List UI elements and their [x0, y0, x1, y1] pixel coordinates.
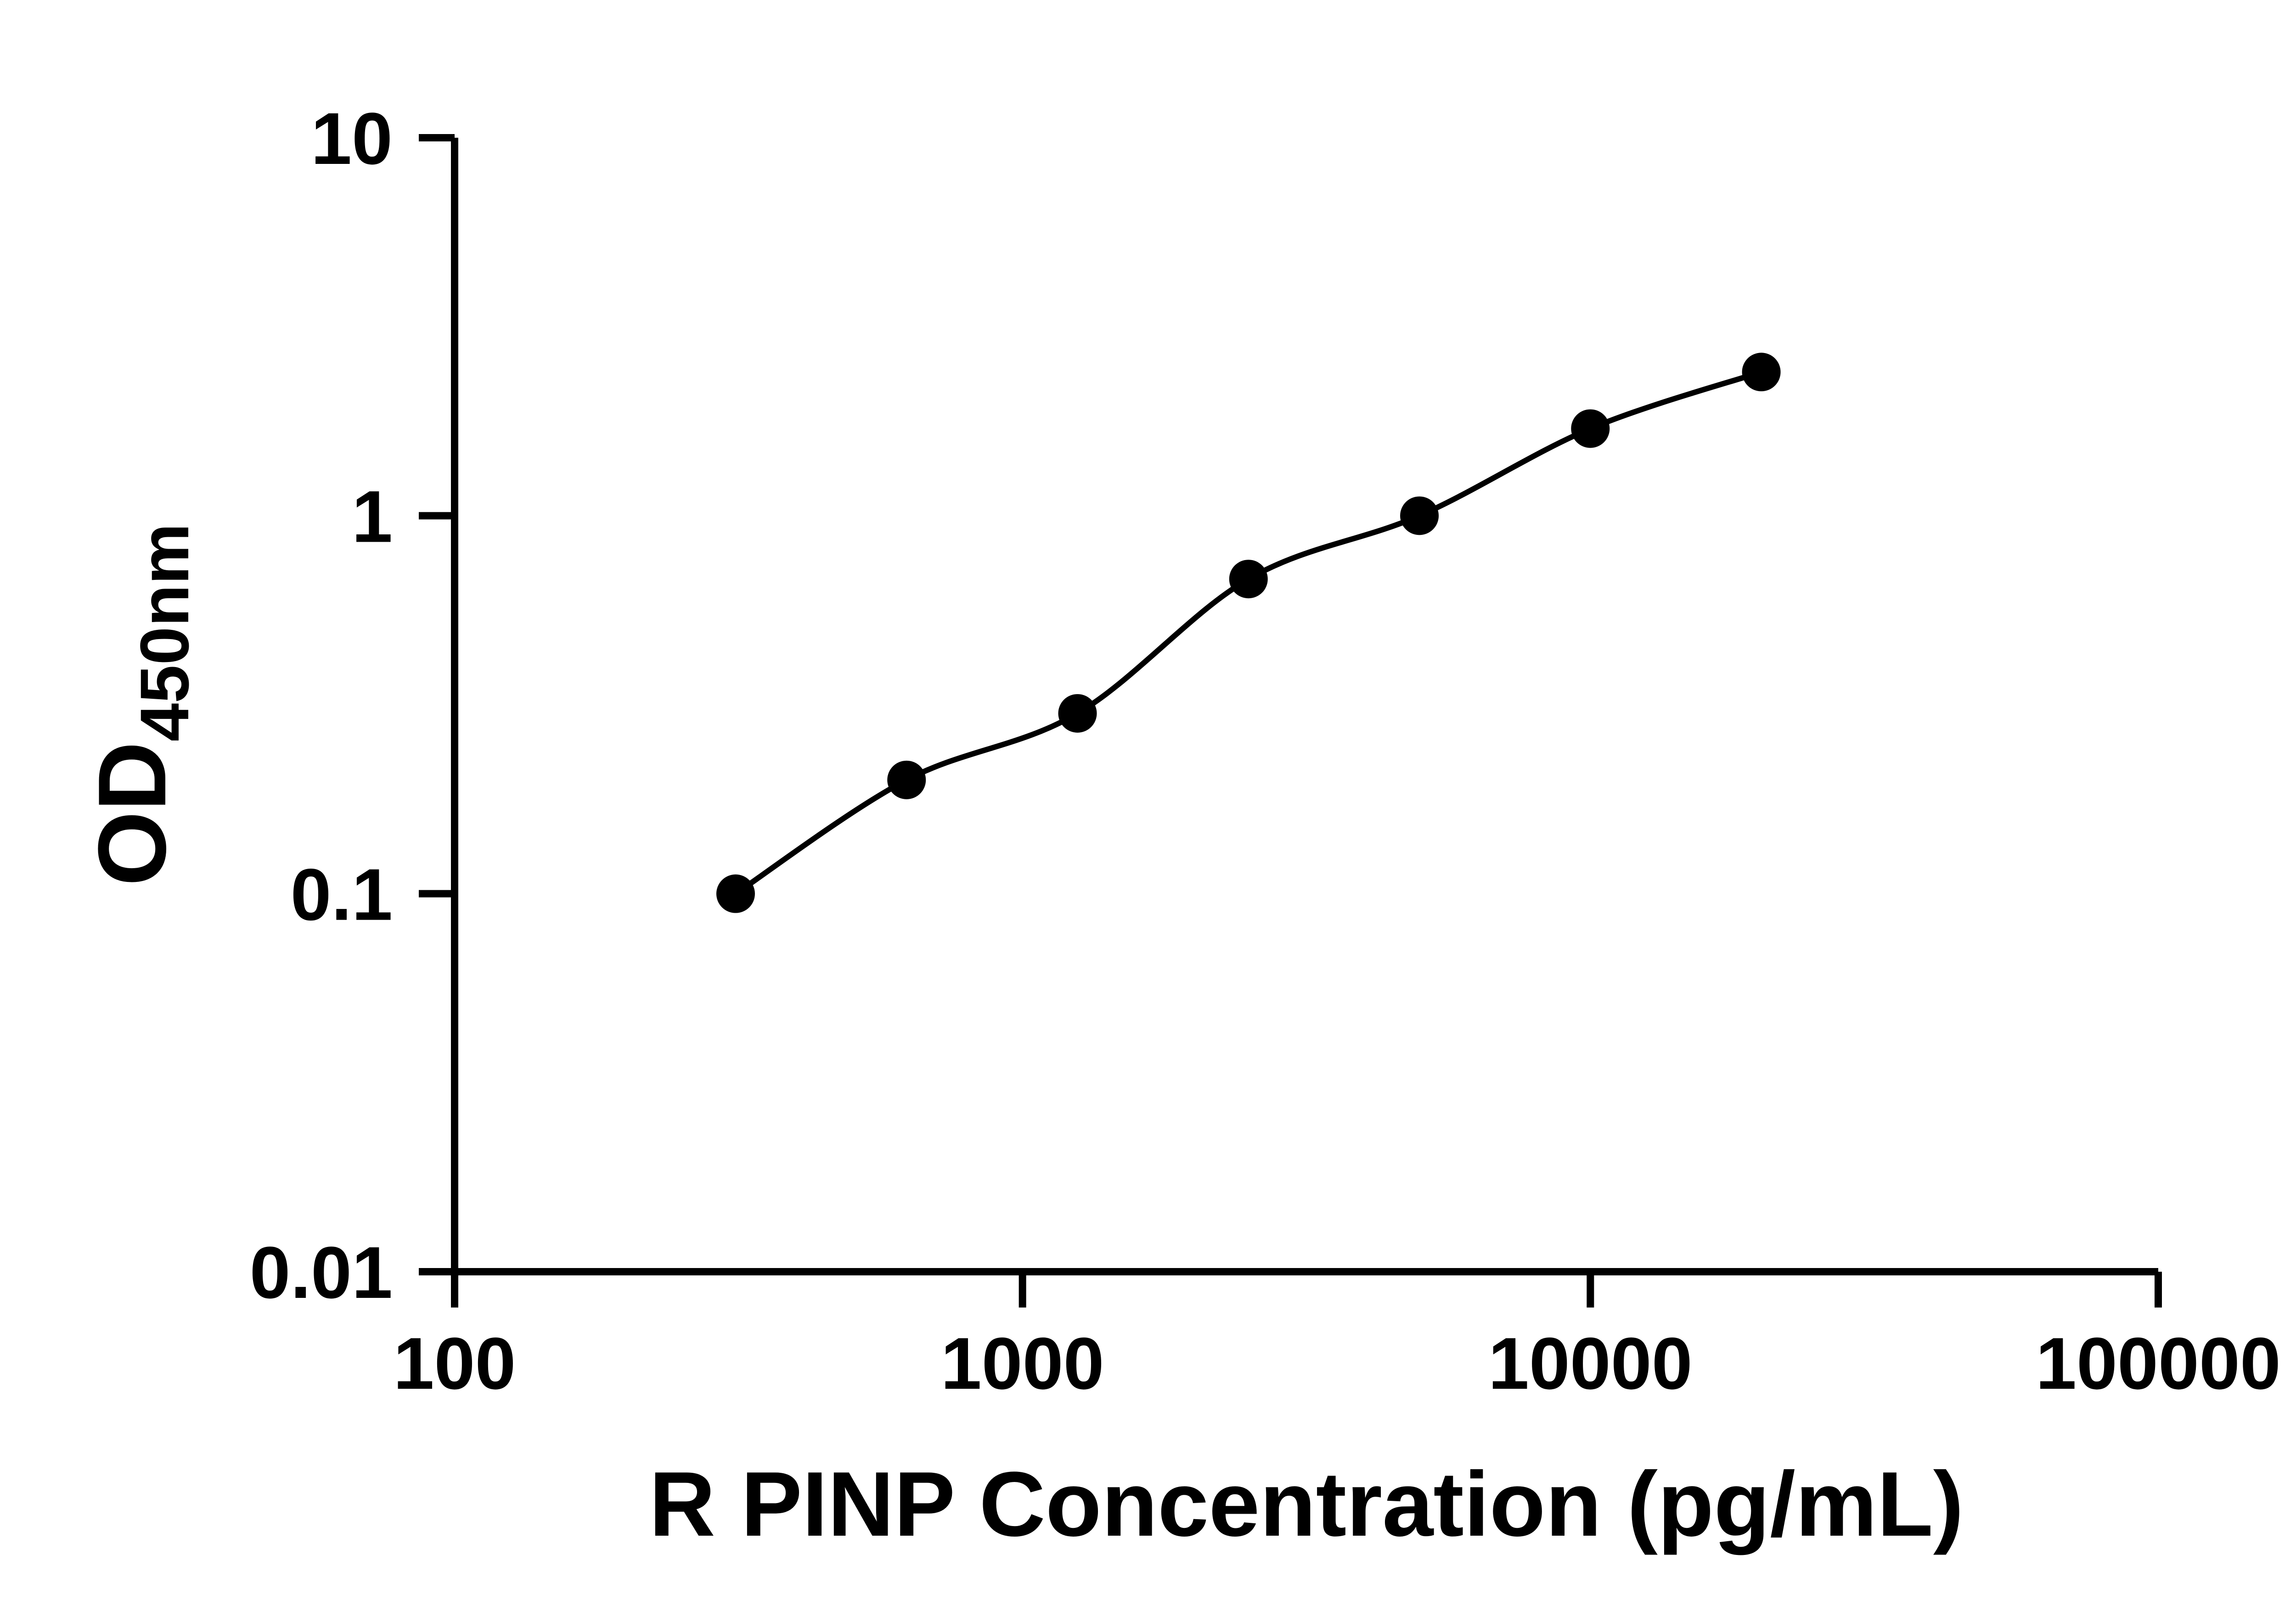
y-axis-tick-label: 0.01 — [250, 1231, 393, 1313]
x-axis-title: R PINP Concentration (pg/mL) — [649, 1453, 1964, 1555]
standard-curve-line — [732, 369, 1764, 897]
y-axis-tick-label: 1 — [352, 475, 393, 557]
data-point — [716, 874, 755, 913]
y-axis-tick-label: 0.1 — [291, 853, 393, 936]
data-point — [1742, 353, 1781, 392]
x-axis-tick-label: 100000 — [2036, 1322, 2281, 1404]
y-axis-tick-label: 10 — [311, 97, 393, 180]
x-axis-tick-label: 10000 — [1488, 1322, 1693, 1404]
x-axis-tick-label: 100 — [394, 1322, 516, 1404]
data-point — [887, 760, 926, 799]
data-point — [1400, 496, 1439, 535]
data-point — [1229, 560, 1268, 599]
y-axis-title: OD450nm — [78, 523, 203, 886]
x-axis-tick-label: 1000 — [941, 1322, 1104, 1404]
data-point — [1058, 694, 1097, 733]
data-point — [1571, 409, 1610, 448]
